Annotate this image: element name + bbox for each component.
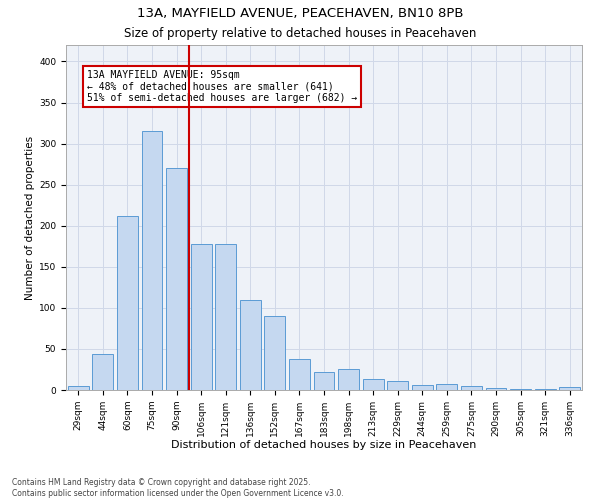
Bar [142,131,163,390]
X-axis label: Distribution of detached houses by size in Peacehaven: Distribution of detached houses by size … [172,440,476,450]
Text: Size of property relative to detached houses in Peacehaven: Size of property relative to detached ho… [124,28,476,40]
Bar [362,378,383,390]
Bar [92,354,113,390]
Bar [191,244,212,390]
Bar [166,168,187,390]
Bar [461,386,482,390]
Text: 13A MAYFIELD AVENUE: 95sqm
← 48% of detached houses are smaller (641)
51% of sem: 13A MAYFIELD AVENUE: 95sqm ← 48% of deta… [87,70,357,103]
Text: 13A, MAYFIELD AVENUE, PEACEHAVEN, BN10 8PB: 13A, MAYFIELD AVENUE, PEACEHAVEN, BN10 8… [137,8,463,20]
Bar [265,316,286,390]
Bar [338,370,359,390]
Text: Contains HM Land Registry data © Crown copyright and database right 2025.
Contai: Contains HM Land Registry data © Crown c… [12,478,344,498]
Bar [535,389,556,390]
Bar [436,384,457,390]
Bar [510,389,531,390]
Bar [117,216,138,390]
Bar [412,385,433,390]
Bar [289,359,310,390]
Bar [240,300,261,390]
Y-axis label: Number of detached properties: Number of detached properties [25,136,35,300]
Bar [215,244,236,390]
Bar [68,386,89,390]
Bar [314,372,334,390]
Bar [559,386,580,390]
Bar [485,388,506,390]
Bar [387,381,408,390]
